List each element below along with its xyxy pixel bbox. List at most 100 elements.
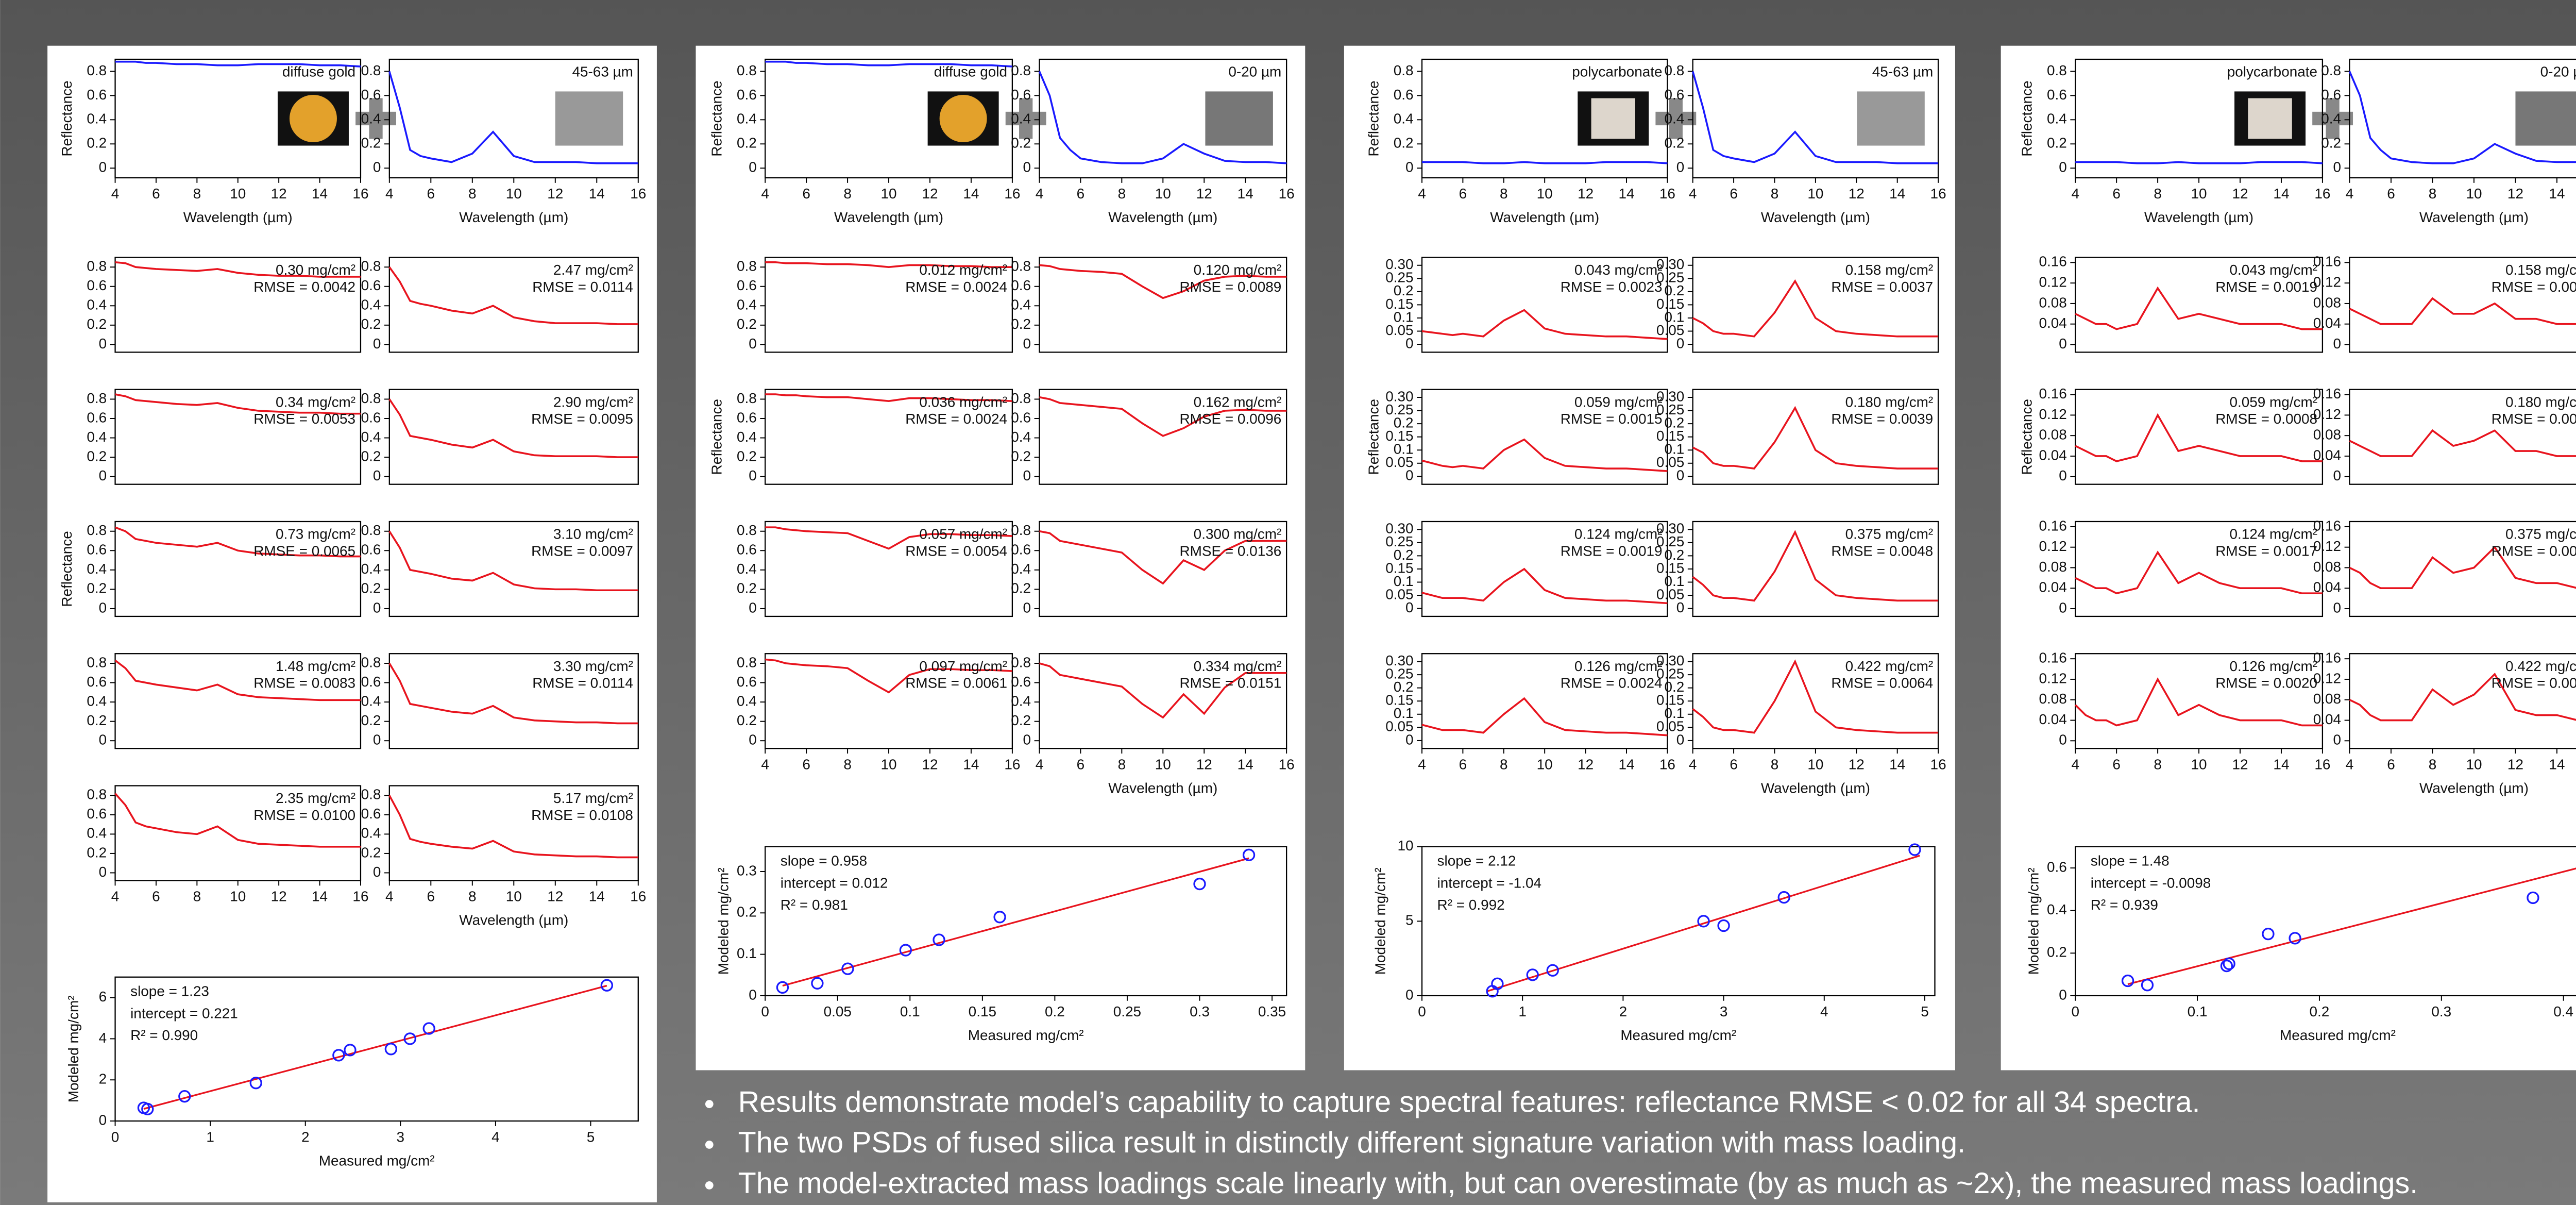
y-axis-label: Reflectance [1365,80,1381,156]
bullet-dot [705,1141,714,1149]
annotation: 3.30 mg/cm² [553,658,633,674]
x-tick-label: 14 [1618,186,1634,202]
annotation: RMSE = 0.0054 [905,543,1007,559]
y-tick-label: 0.30 [1385,256,1413,272]
x-tick-label: 4 [1036,756,1044,772]
x-tick-label: 0 [761,1003,769,1019]
x-tick-label: 8 [2154,186,2162,202]
y-tick-label: 0.8 [87,390,107,406]
annotation: diffuse gold [282,64,355,80]
y-tick-label: 0 [2059,159,2067,175]
y-tick-label: 0.6 [361,277,381,293]
x-tick-label: 6 [1077,756,1085,772]
y-tick-label: 0 [2333,732,2342,748]
x-axis-label: Wavelength (µm) [183,209,293,225]
x-tick-label: 12 [1849,186,1865,202]
y-tick-label: 0.2 [737,135,757,151]
x-tick-label: 4 [385,186,394,202]
annotation: RMSE = 0.0039 [1831,411,1933,427]
fit-stats: intercept = -0.0098 [2091,875,2211,891]
y-tick-label: 0.2 [1664,135,1684,151]
x-tick-label: 6 [427,186,435,202]
x-tick-label: 6 [2112,756,2121,772]
x-tick-label: 8 [2429,186,2437,202]
x-tick-label: 12 [271,186,287,202]
y-tick-label: 0.2 [737,448,757,464]
y-tick-label: 0.30 [1656,521,1684,537]
annotation: RMSE = 0.0019 [1561,543,1663,559]
y-tick-label: 0.30 [1385,521,1413,537]
fit-stats: slope = 0.958 [781,853,867,869]
x-tick-label: 12 [2507,186,2523,202]
x-tick-label: 16 [352,889,368,905]
x-tick-label: 12 [547,186,563,202]
x-tick-label: 5 [1921,1003,1929,1019]
x-tick-label: 6 [427,889,435,905]
annotation: RMSE = 0.0097 [531,543,633,559]
y-tick-label: 0.08 [2313,559,2341,575]
y-tick-label: 0 [99,732,107,748]
y-tick-label: 0.04 [2313,579,2341,595]
x-tick-label: 10 [506,186,522,202]
x-tick-label: 10 [230,186,246,202]
y-tick-label: 0.2 [2047,135,2067,151]
x-tick-label: 8 [1500,186,1508,202]
y-tick-label: 0.4 [87,561,107,577]
annotation: 0.036 mg/cm² [919,394,1007,410]
y-tick-label: 0 [2059,599,2067,615]
y-tick-label: 0 [2059,986,2067,1002]
x-axis-label: Wavelength (µm) [459,912,568,928]
annotation: 0.043 mg/cm² [2229,262,2317,278]
annotation: 0.162 mg/cm² [1194,394,1282,410]
x-tick-label: 16 [352,186,368,202]
y-tick-label: 0.4 [1011,429,1031,445]
y-tick-label: 0.2 [361,448,381,464]
annotation: 45-63 µm [1872,64,1933,80]
y-axis-label: Modeled mg/cm² [65,995,81,1102]
y-tick-label: 0.6 [87,87,107,103]
bullet-text: Results demonstrate model’s capability t… [738,1085,2200,1118]
y-tick-label: 0.6 [361,806,381,822]
slide: 0 0.2 0.4 0.6 0.8 4 6 8 10 12 14 16 Wavelength (µm) R… [0,0,2576,1205]
y-tick-label: 0.2 [87,316,107,332]
annotation: RMSE = 0.0095 [531,411,633,427]
annotation: 0-20 µm [1228,64,1281,80]
y-tick-label: 0.08 [2039,691,2066,707]
y-tick-label: 0.04 [2313,315,2341,331]
y-tick-label: 0.2 [1011,580,1031,596]
x-tick-label: 4 [385,889,394,905]
annotation: RMSE = 0.0136 [1179,543,1281,559]
y-tick-label: 0.6 [87,806,107,822]
y-tick-label: 0.4 [1664,111,1684,127]
fit-stats: R² = 0.992 [1437,897,1505,913]
x-tick-label: 0.2 [1045,1003,1065,1019]
y-tick-label: 0.6 [2047,87,2067,103]
y-tick-label: 0.4 [1011,297,1031,313]
y-tick-label: 0 [1023,159,1031,175]
y-tick-label: 0.6 [1011,409,1031,425]
y-tick-label: 0.2 [87,580,107,596]
y-tick-label: 0.8 [737,390,757,406]
x-tick-label: 12 [2232,186,2248,202]
x-tick-label: 10 [2191,186,2207,202]
y-tick-label: 0 [373,336,381,352]
annotation: 2.35 mg/cm² [276,790,355,806]
annotation: 0.124 mg/cm² [1574,526,1663,542]
annotation: 0.300 mg/cm² [1194,526,1282,542]
y-tick-label: 0.04 [2039,579,2066,595]
y-tick-label: 0.2 [1011,448,1031,464]
y-tick-label: 0 [2059,732,2067,748]
x-tick-label: 10 [1537,756,1553,772]
x-tick-label: 10 [881,756,897,772]
y-tick-label: 0.6 [1011,674,1031,690]
y-tick-label: 0.16 [2313,386,2341,401]
y-tick-label: 0.08 [2039,427,2066,443]
x-tick-label: 14 [1238,186,1253,202]
y-tick-label: 0.8 [1394,62,1414,78]
y-tick-label: 0 [2059,467,2067,483]
fit-stats: slope = 1.23 [130,983,209,999]
y-axis-label: Modeled mg/cm² [716,867,732,975]
x-tick-label: 3 [1720,1003,1728,1019]
y-tick-label: 0 [2333,336,2342,352]
x-tick-label: 6 [152,889,160,905]
